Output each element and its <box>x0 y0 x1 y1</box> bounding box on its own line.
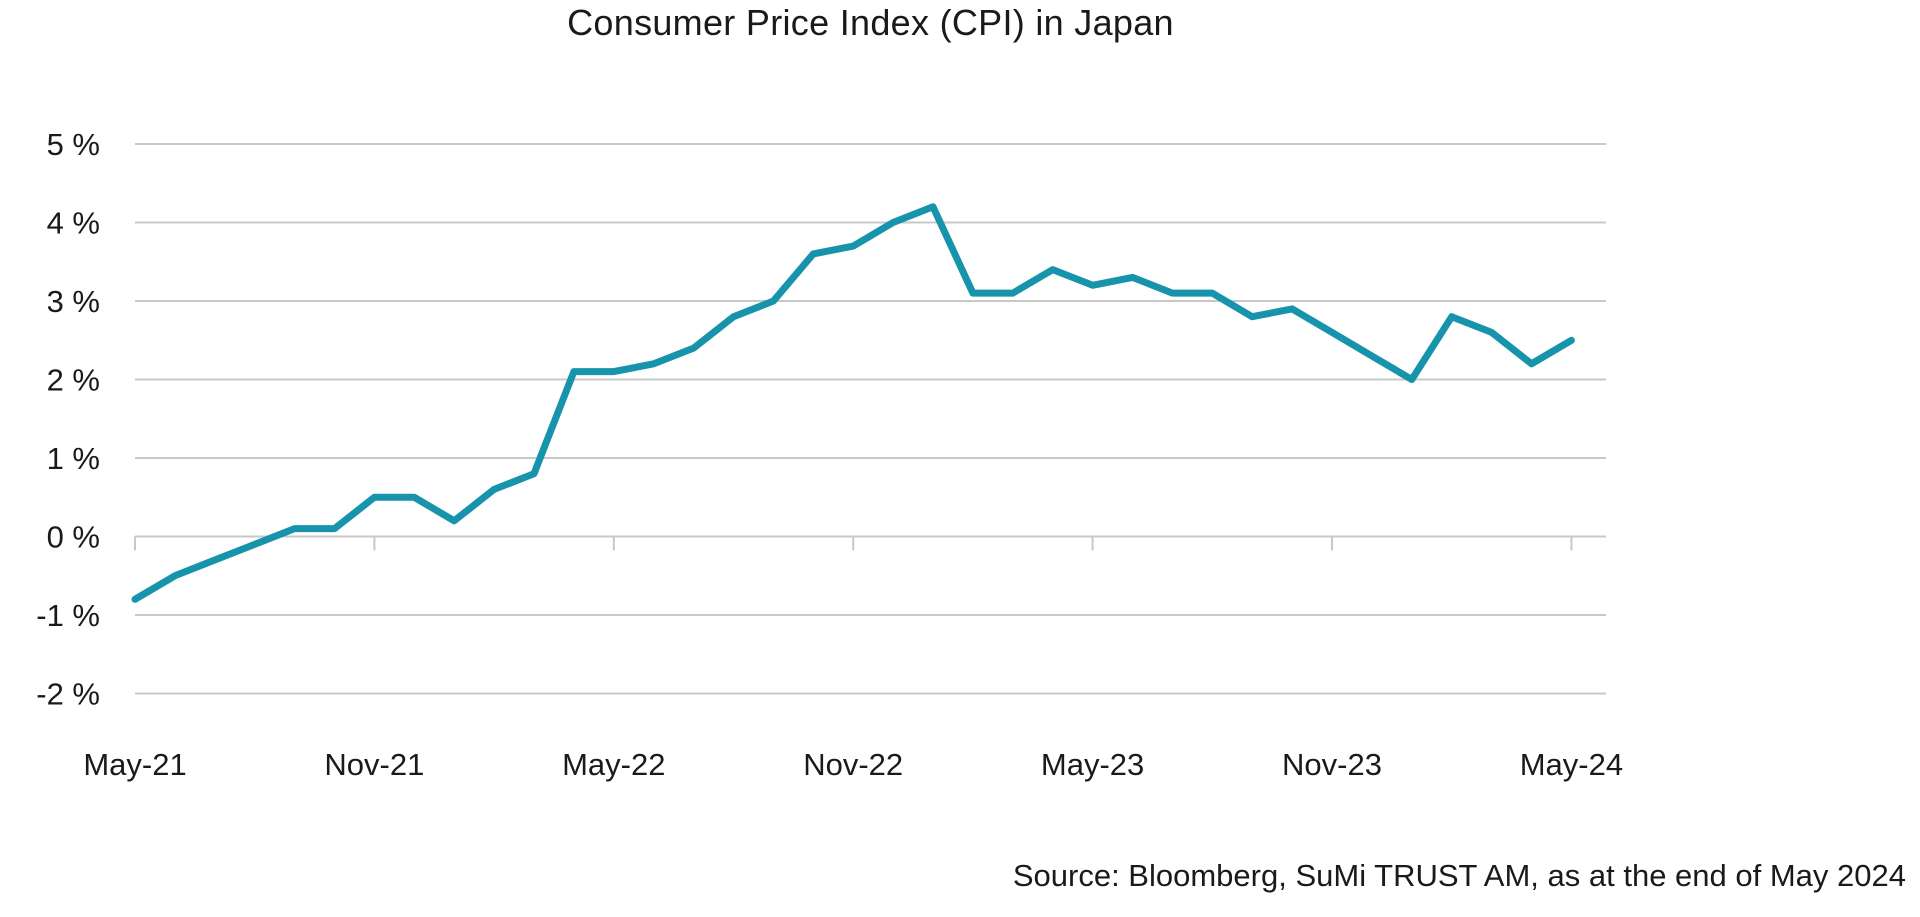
x-axis-tick-label: May-24 <box>1520 747 1623 782</box>
y-axis-tick-label: 4 % <box>47 206 100 241</box>
y-axis-tick-label: 0 % <box>47 520 100 555</box>
chart-title: Consumer Price Index (CPI) in Japan <box>567 2 1174 43</box>
y-axis-tick-label: 2 % <box>47 363 100 398</box>
y-axis-tick-label: 3 % <box>47 284 100 319</box>
x-axis-tick-label: Nov-23 <box>1282 747 1382 782</box>
x-axis-tick-label: Nov-22 <box>803 747 903 782</box>
y-axis-tick-label: 1 % <box>47 441 100 476</box>
x-axis-tick-label: May-23 <box>1041 747 1144 782</box>
x-axis-tick-label: Nov-21 <box>324 747 424 782</box>
y-axis-tick-label: -2 % <box>36 677 100 712</box>
y-axis-tick-label: -1 % <box>36 598 100 633</box>
cpi-data-line <box>131 203 1575 603</box>
x-axis-tick-label: May-21 <box>83 747 186 782</box>
y-axis-tick-label: 5 % <box>47 127 100 162</box>
x-axis-tick-label: May-22 <box>562 747 665 782</box>
source-note: Source: Bloomberg, SuMi TRUST AM, as at … <box>1012 858 1906 893</box>
